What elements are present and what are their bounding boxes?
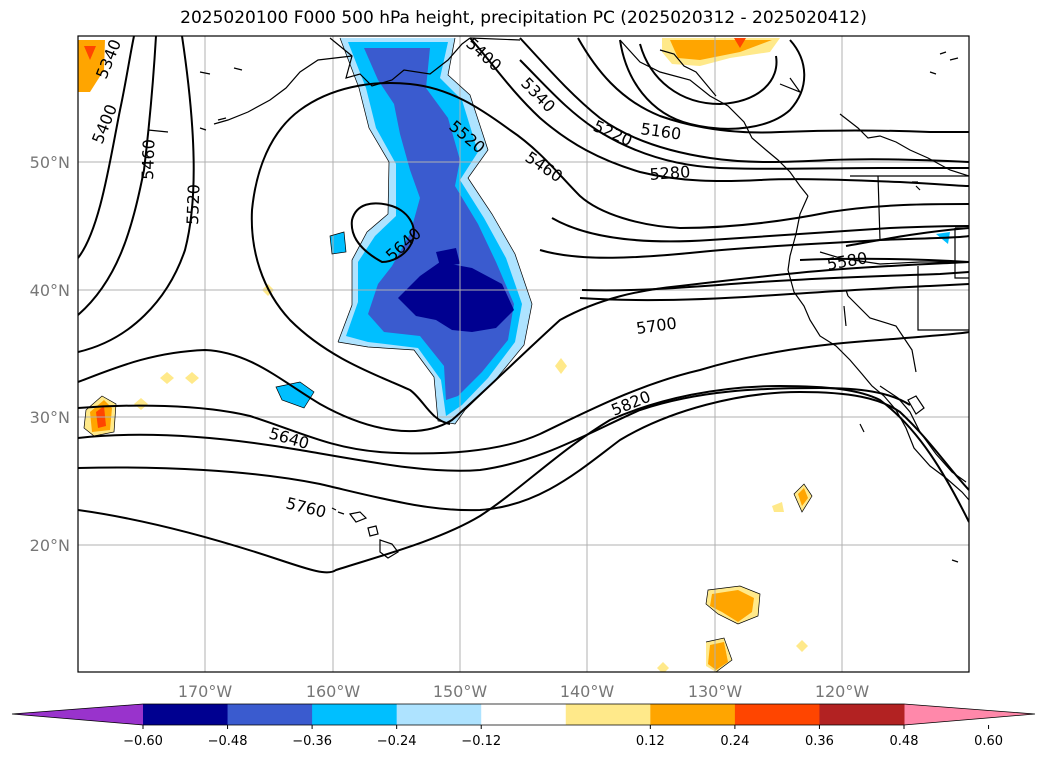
longitude-labels: 170°W 160°W 150°W 140°W 130°W 120°W (178, 682, 870, 701)
lat-label: 30°N (30, 408, 70, 427)
colorbar-cell (650, 704, 736, 725)
colorbar-tick-label: −0.36 (292, 734, 332, 749)
colorbar-tick-label: 0.36 (805, 734, 834, 749)
colorbar-cell (734, 704, 820, 725)
colorbar-tick-label: −0.60 (123, 734, 163, 749)
contour-label: 5280 (649, 162, 691, 184)
height-contours (78, 36, 969, 574)
colorbar-cell (481, 704, 567, 725)
colorbar-tick-label: −0.12 (461, 734, 501, 749)
anomaly-outlines (83, 37, 813, 672)
contour-label: 5460 (138, 139, 158, 180)
colorbar-cell (227, 704, 313, 725)
colorbar-tick-label: 0.48 (890, 734, 919, 749)
lat-label: 50°N (30, 153, 70, 172)
colorbar-cell (143, 704, 229, 725)
lat-label: 40°N (30, 281, 70, 300)
map-title: 2025020100 F000 500 hPa height, precipit… (180, 8, 867, 28)
contour-label: 5520 (183, 184, 203, 225)
lon-label: 170°W (178, 682, 233, 701)
latitude-labels: 50°N 40°N 30°N 20°N (30, 153, 70, 555)
colorbar-tick-label: −0.48 (208, 734, 248, 749)
lon-label: 150°W (433, 682, 488, 701)
lon-label: 120°W (815, 682, 870, 701)
colorbar-cell (312, 704, 398, 725)
colorbar-tick-label: −0.24 (377, 734, 417, 749)
colorbar-cell (396, 704, 482, 725)
colorbar-tick-label: 0.60 (974, 734, 1003, 749)
negative-anomaly-region (276, 38, 950, 424)
colorbar-cell (565, 704, 651, 725)
colorbar-extend-high (904, 704, 1035, 725)
colorbar-tick-label: 0.24 (720, 734, 749, 749)
colorbar-cell (819, 704, 905, 725)
colorbar-tick-label: 0.12 (636, 734, 665, 749)
map-frame (77, 35, 970, 673)
lon-label: 140°W (560, 682, 615, 701)
lon-label: 130°W (688, 682, 743, 701)
colorbar: −0.60 −0.48 −0.36 −0.24 −0.12 0.12 0.24 0.36 0.4… (11, 703, 1036, 749)
lat-label: 20°N (30, 536, 70, 555)
colorbar-extend-low (12, 704, 143, 725)
graticule (78, 36, 969, 672)
lon-label: 160°W (306, 682, 361, 701)
